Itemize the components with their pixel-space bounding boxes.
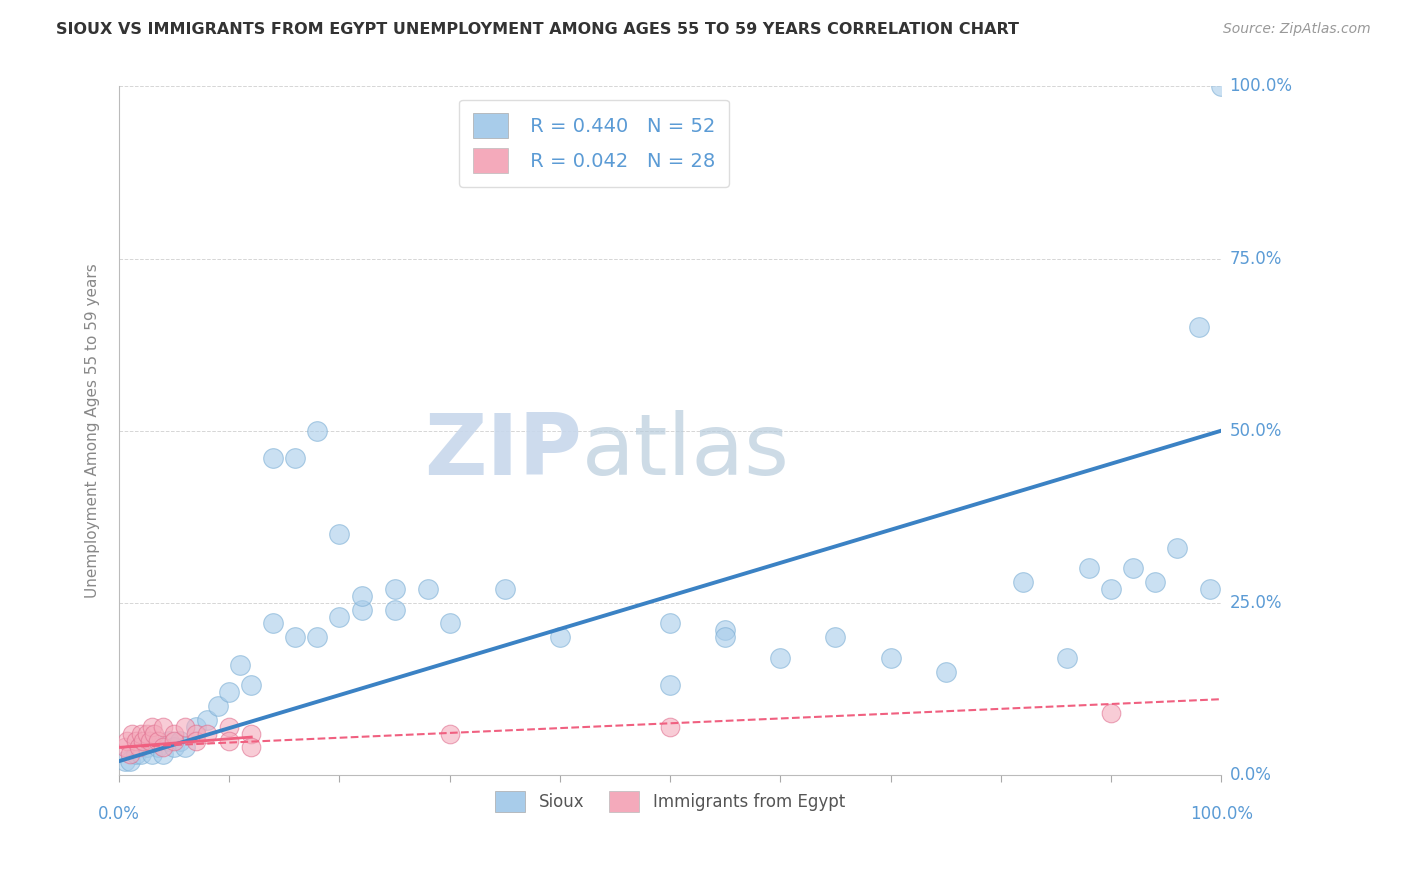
Point <box>135 740 157 755</box>
Point <box>163 733 186 747</box>
Point <box>240 726 263 740</box>
Point <box>132 733 155 747</box>
Point <box>1099 706 1122 720</box>
Text: 100.0%: 100.0% <box>1230 78 1292 95</box>
Point <box>284 630 307 644</box>
Point <box>1078 561 1101 575</box>
Point <box>146 740 169 755</box>
Point <box>218 685 240 699</box>
Point <box>714 624 737 638</box>
Point <box>163 740 186 755</box>
Point <box>163 726 186 740</box>
Point <box>307 424 329 438</box>
Text: SIOUX VS IMMIGRANTS FROM EGYPT UNEMPLOYMENT AMONG AGES 55 TO 59 YEARS CORRELATIO: SIOUX VS IMMIGRANTS FROM EGYPT UNEMPLOYM… <box>56 22 1019 37</box>
Point <box>1122 561 1144 575</box>
Point <box>1199 582 1222 596</box>
Point <box>1144 575 1167 590</box>
Point <box>240 740 263 755</box>
Point <box>218 733 240 747</box>
Point <box>124 747 146 762</box>
Point <box>769 651 792 665</box>
Text: 100.0%: 100.0% <box>1189 805 1253 823</box>
Point <box>120 754 142 768</box>
Text: 0.0%: 0.0% <box>98 805 141 823</box>
Point <box>262 451 284 466</box>
Point <box>350 589 373 603</box>
Point <box>824 630 846 644</box>
Point <box>307 630 329 644</box>
Point <box>143 726 166 740</box>
Point <box>879 651 901 665</box>
Point <box>157 733 180 747</box>
Point <box>135 726 157 740</box>
Point <box>120 747 142 762</box>
Text: 25.0%: 25.0% <box>1230 594 1282 612</box>
Point <box>350 603 373 617</box>
Point <box>141 747 163 762</box>
Point <box>328 609 350 624</box>
Point <box>1211 79 1233 94</box>
Point <box>114 740 136 755</box>
Point <box>129 747 152 762</box>
Point <box>121 726 143 740</box>
Y-axis label: Unemployment Among Ages 55 to 59 years: Unemployment Among Ages 55 to 59 years <box>86 263 100 598</box>
Point <box>174 740 197 755</box>
Text: atlas: atlas <box>582 409 790 493</box>
Legend: Sioux, Immigrants from Egypt: Sioux, Immigrants from Egypt <box>489 785 852 818</box>
Point <box>141 720 163 734</box>
Point <box>207 699 229 714</box>
Point <box>152 720 174 734</box>
Point <box>218 720 240 734</box>
Point <box>146 733 169 747</box>
Point <box>169 733 191 747</box>
Point <box>284 451 307 466</box>
Point <box>548 630 571 644</box>
Text: 75.0%: 75.0% <box>1230 250 1282 268</box>
Point <box>384 582 406 596</box>
Text: 0.0%: 0.0% <box>1230 766 1271 784</box>
Point <box>328 527 350 541</box>
Point <box>152 740 174 755</box>
Text: 50.0%: 50.0% <box>1230 422 1282 440</box>
Point <box>114 754 136 768</box>
Text: ZIP: ZIP <box>425 409 582 493</box>
Point <box>186 720 208 734</box>
Point <box>714 630 737 644</box>
Point <box>195 726 218 740</box>
Point <box>115 733 138 747</box>
Point <box>229 657 252 672</box>
Point <box>240 678 263 692</box>
Point <box>174 720 197 734</box>
Point <box>124 733 146 747</box>
Point <box>1188 320 1211 334</box>
Point <box>129 726 152 740</box>
Point <box>186 726 208 740</box>
Point <box>439 726 461 740</box>
Point <box>416 582 439 596</box>
Point <box>935 665 957 679</box>
Point <box>128 740 150 755</box>
Point <box>384 603 406 617</box>
Point <box>1099 582 1122 596</box>
Point <box>1011 575 1033 590</box>
Point <box>439 616 461 631</box>
Point <box>659 616 682 631</box>
Point <box>195 713 218 727</box>
Point <box>494 582 516 596</box>
Point <box>659 720 682 734</box>
Point <box>1056 651 1078 665</box>
Point <box>659 678 682 692</box>
Point <box>186 733 208 747</box>
Point <box>152 747 174 762</box>
Text: Source: ZipAtlas.com: Source: ZipAtlas.com <box>1223 22 1371 37</box>
Point <box>262 616 284 631</box>
Point <box>1166 541 1188 555</box>
Point <box>139 733 162 747</box>
